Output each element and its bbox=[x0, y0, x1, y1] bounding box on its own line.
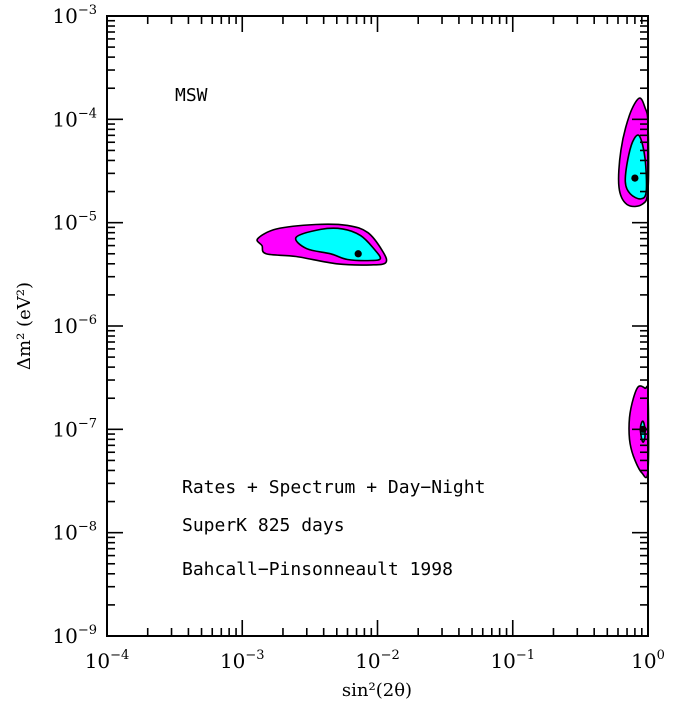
plot-frame bbox=[106, 15, 649, 637]
best-fit-point-1 bbox=[631, 174, 639, 182]
y-axis-title: Δm² (eV²) bbox=[14, 282, 35, 370]
y-tick-label-3: 10−6 bbox=[52, 313, 97, 338]
x-tick-label-0: 10−4 bbox=[85, 648, 130, 673]
x-tick-label-1: 10−3 bbox=[220, 648, 265, 673]
best-fit-point-0 bbox=[354, 250, 362, 258]
x-tick-label-2: 10−2 bbox=[355, 648, 400, 673]
best-fit-points bbox=[354, 174, 647, 433]
y-tick-label-2: 10−7 bbox=[52, 416, 97, 441]
annotation-rates: Rates + Spectrum + Day−Night bbox=[182, 477, 485, 498]
annotation-superk: SuperK 825 days bbox=[182, 515, 345, 536]
y-tick-label-6: 10−3 bbox=[52, 3, 97, 28]
tick-labels: 10−4 10−3 10−2 10−1 100 10−9 10−8 10−7 10−6 10−5 1… bbox=[52, 3, 664, 673]
y-tick-label-5: 10−4 bbox=[52, 106, 97, 131]
x-tick-label-3: 10−1 bbox=[490, 648, 535, 673]
annotation-bahcall: Bahcall−Pinsonneault 1998 bbox=[182, 559, 453, 580]
x-tick-label-4: 100 bbox=[631, 648, 665, 673]
x-axis-title: sin²(2θ) bbox=[342, 680, 412, 701]
y-tick-label-4: 10−5 bbox=[52, 210, 97, 235]
contour-regions bbox=[256, 97, 650, 479]
y-tick-label-1: 10−8 bbox=[52, 520, 97, 545]
y-tick-label-0: 10−9 bbox=[52, 623, 97, 648]
axis-ticks bbox=[106, 15, 649, 637]
annotation-msw: MSW bbox=[175, 85, 208, 106]
